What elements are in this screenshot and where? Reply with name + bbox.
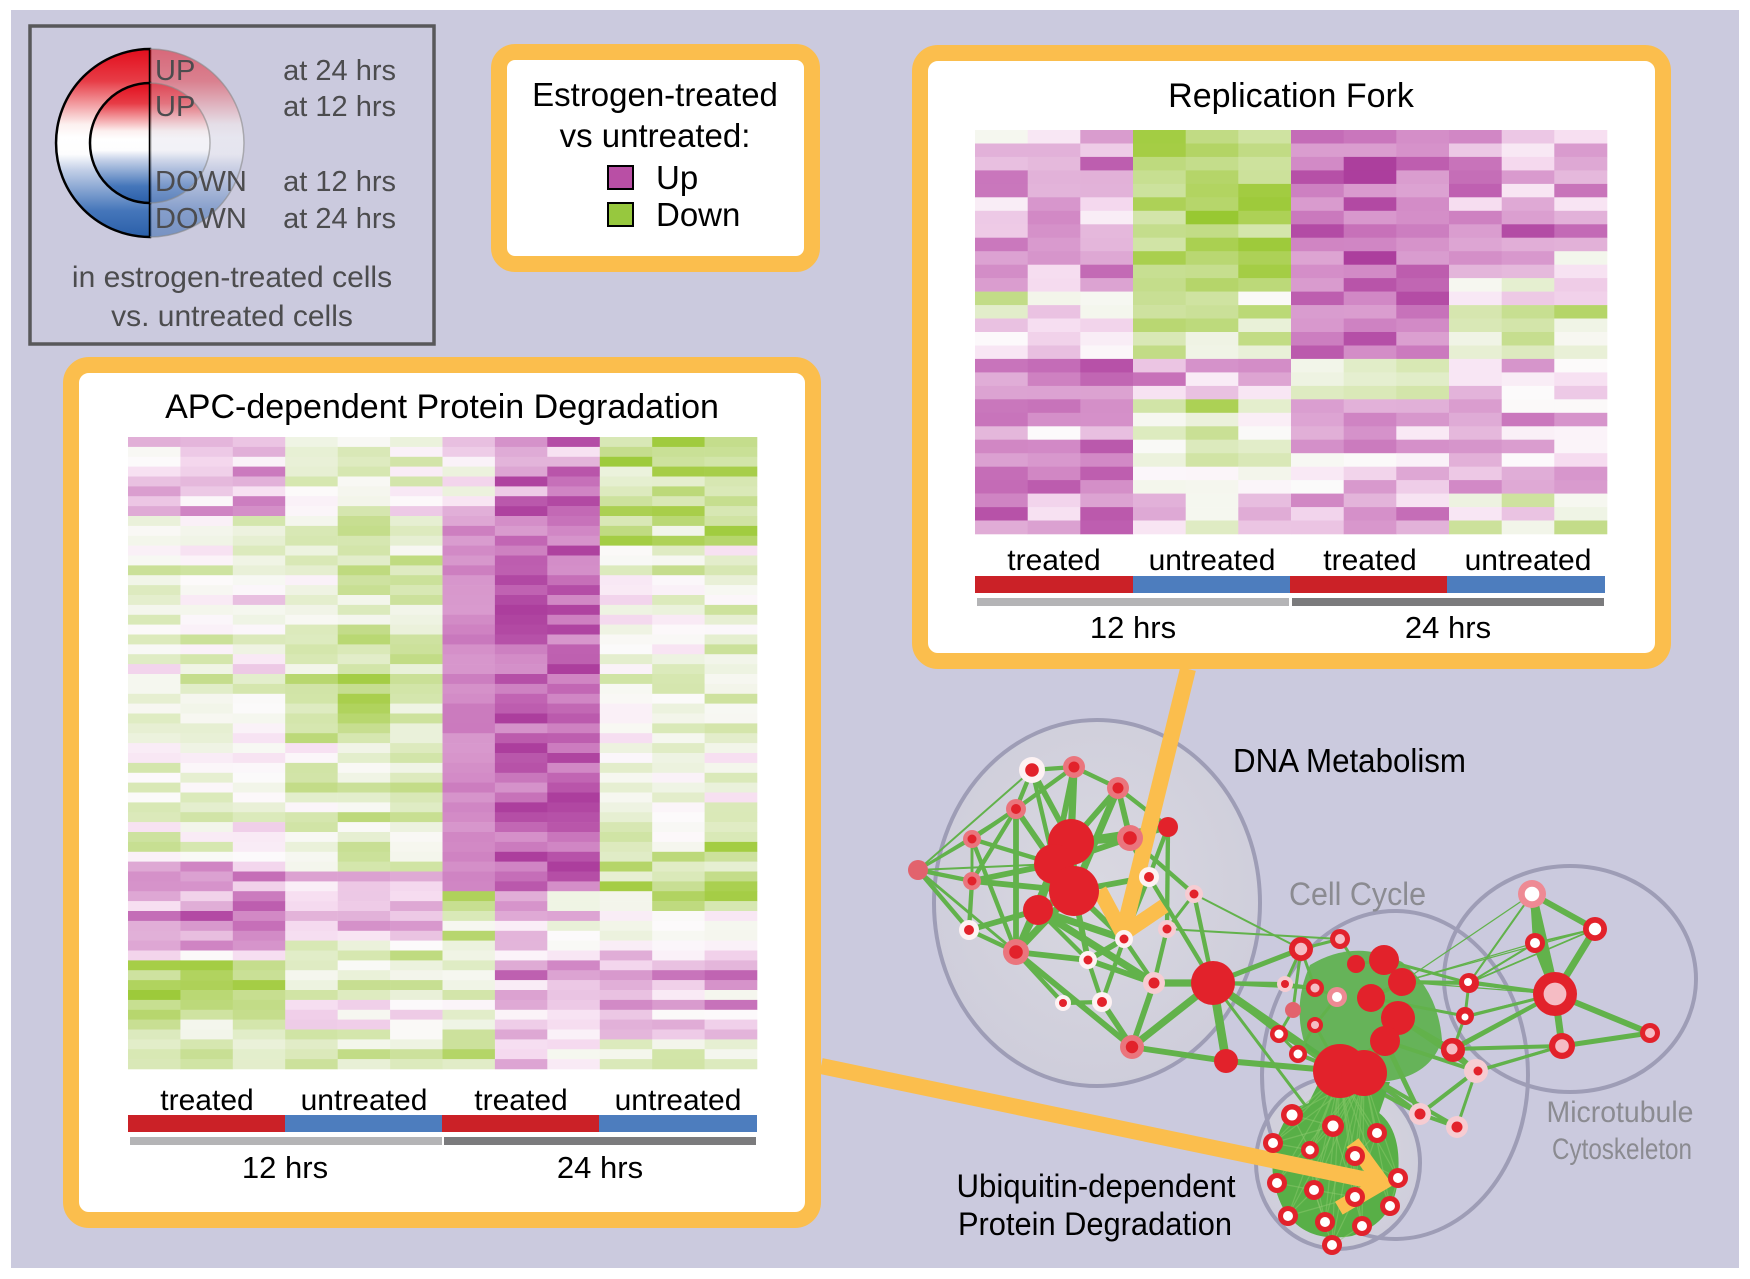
svg-text:Protein Degradation: Protein Degradation (958, 1206, 1232, 1242)
svg-text:at 12 hrs: at 12 hrs (283, 91, 396, 123)
svg-text:Cell Cycle: Cell Cycle (1289, 876, 1426, 912)
svg-text:vs untreated:: vs untreated: (560, 117, 751, 154)
svg-text:Microtubule: Microtubule (1547, 1096, 1694, 1129)
svg-text:DOWN: DOWN (155, 203, 247, 235)
svg-text:treated: treated (474, 1084, 567, 1117)
svg-text:12 hrs: 12 hrs (242, 1150, 328, 1185)
svg-text:UP: UP (155, 91, 195, 123)
svg-text:treated: treated (1007, 544, 1100, 577)
svg-text:at 12 hrs: at 12 hrs (283, 166, 396, 198)
svg-text:treated: treated (160, 1084, 253, 1117)
svg-text:in estrogen-treated cells: in estrogen-treated cells (72, 261, 392, 294)
svg-text:24 hrs: 24 hrs (557, 1150, 643, 1185)
svg-text:12 hrs: 12 hrs (1090, 610, 1176, 645)
svg-text:untreated: untreated (1465, 544, 1592, 577)
svg-text:Up: Up (656, 159, 698, 196)
svg-text:DNA Metabolism: DNA Metabolism (1233, 742, 1466, 779)
svg-text:Cytoskeleton: Cytoskeleton (1552, 1133, 1692, 1166)
svg-text:treated: treated (1323, 544, 1416, 577)
svg-text:vs. untreated cells: vs. untreated cells (111, 300, 353, 333)
svg-text:at 24 hrs: at 24 hrs (283, 55, 396, 87)
svg-text:Ubiquitin-dependent: Ubiquitin-dependent (957, 1168, 1236, 1204)
svg-text:DOWN: DOWN (155, 166, 247, 198)
svg-text:Estrogen-treated: Estrogen-treated (532, 76, 778, 113)
svg-text:at 24 hrs: at 24 hrs (283, 203, 396, 235)
svg-text:APC-dependent Protein Degradat: APC-dependent Protein Degradation (165, 388, 719, 426)
svg-text:untreated: untreated (1149, 544, 1276, 577)
svg-text:untreated: untreated (615, 1084, 742, 1117)
svg-text:24 hrs: 24 hrs (1405, 610, 1491, 645)
svg-text:UP: UP (155, 55, 195, 87)
svg-text:Down: Down (656, 196, 740, 233)
svg-text:Replication Fork: Replication Fork (1168, 77, 1415, 115)
svg-text:untreated: untreated (301, 1084, 428, 1117)
